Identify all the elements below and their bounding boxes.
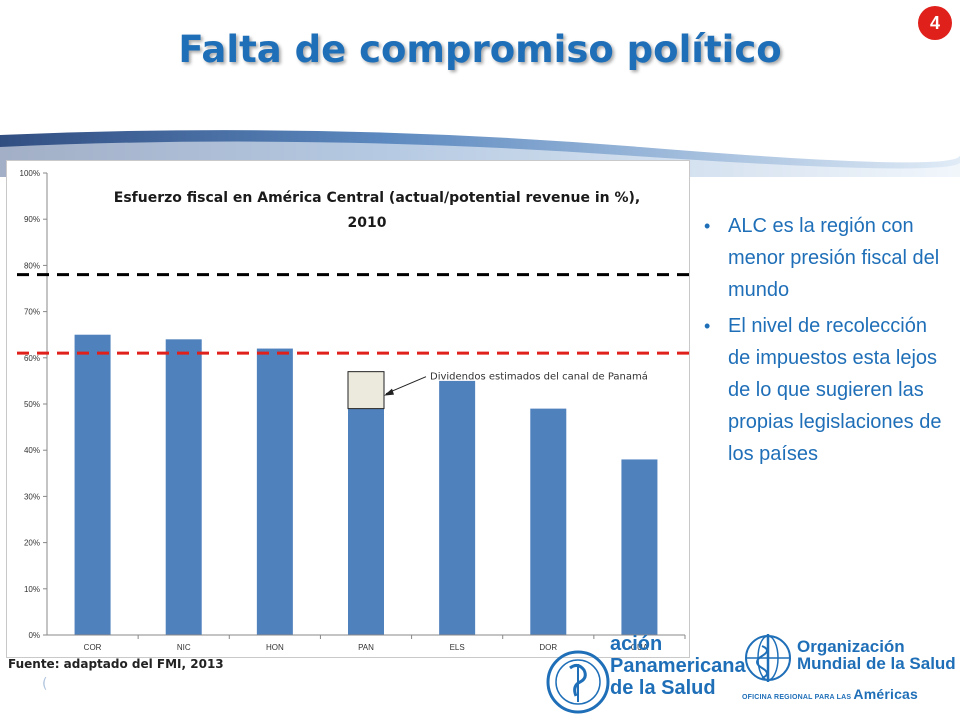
paho-line: ación bbox=[610, 633, 663, 655]
bullet-item: ALC es la región con menor presión fisca… bbox=[700, 210, 950, 306]
bar bbox=[348, 408, 384, 635]
x-tick-label: GUA bbox=[631, 643, 649, 652]
y-tick-label: 100% bbox=[20, 169, 40, 178]
y-tick-label: 50% bbox=[24, 400, 40, 409]
x-tick-label: ELS bbox=[450, 643, 465, 652]
who-region-label: Américas bbox=[853, 686, 919, 702]
y-tick-label: 60% bbox=[24, 354, 40, 363]
y-tick-label: 20% bbox=[24, 539, 40, 548]
y-tick-label: 80% bbox=[24, 261, 40, 270]
slide-title: Falta de compromiso político bbox=[178, 28, 782, 71]
x-tick-label: COR bbox=[84, 643, 102, 652]
chart-title-line2: 2010 bbox=[348, 215, 387, 231]
chart-title-line1: Esfuerzo fiscal en América Central (actu… bbox=[114, 190, 640, 206]
bullet-item: El nivel de recolección de impuestos est… bbox=[700, 310, 950, 470]
bar bbox=[165, 339, 202, 635]
x-axis: COR NIC HON PAN ELS DOR GUA bbox=[47, 634, 686, 652]
paho-line: de la Salud bbox=[610, 677, 716, 699]
paho-emblem-icon bbox=[546, 650, 610, 714]
paho-line: Panamericana bbox=[610, 655, 746, 677]
who-office-label: OFICINA REGIONAL PARA LAS bbox=[742, 694, 852, 701]
who-line: Organización bbox=[797, 637, 905, 656]
y-tick-label: 90% bbox=[24, 215, 40, 224]
y-tick-label: 30% bbox=[24, 492, 40, 501]
y-tick-label: 70% bbox=[24, 308, 40, 317]
x-tick-label: PAN bbox=[358, 643, 374, 652]
who-emblem-icon bbox=[745, 634, 791, 682]
fiscal-effort-chart: Esfuerzo fiscal en América Central (actu… bbox=[17, 169, 691, 652]
y-tick-label: 0% bbox=[28, 631, 40, 640]
paho-logo-text: ación Panamericana de la Salud bbox=[610, 633, 746, 699]
bar bbox=[439, 380, 476, 635]
source-note: Fuente: adaptado del FMI, 2013 bbox=[8, 657, 224, 671]
bar bbox=[256, 348, 293, 635]
bar bbox=[621, 459, 658, 635]
slide-number-badge: 4 bbox=[918, 6, 952, 40]
bar bbox=[530, 408, 567, 635]
who-logo-text: Organización Mundial de la Salud bbox=[797, 638, 956, 672]
who-subtitle: OFICINA REGIONAL PARA LAS Américas bbox=[742, 686, 918, 702]
x-tick-label: NIC bbox=[177, 643, 191, 652]
who-line: Mundial de la Salud bbox=[797, 654, 956, 673]
bar bbox=[74, 334, 111, 635]
footer-mark: ( bbox=[42, 676, 48, 692]
annotation: Dividendos estimados del canal de Panamá bbox=[347, 371, 648, 410]
reference-lines bbox=[17, 273, 691, 355]
canal-dividend-box bbox=[347, 371, 385, 410]
y-axis: 0% 10% 20% 30% 40% 50% 60% 70% 80% 90% 100% bbox=[20, 169, 48, 640]
annotation-arrowhead bbox=[384, 388, 394, 396]
x-tick-label: HON bbox=[266, 643, 284, 652]
chart-panel: Esfuerzo fiscal en América Central (actu… bbox=[6, 160, 691, 658]
y-tick-label: 40% bbox=[24, 446, 40, 455]
y-tick-label: 10% bbox=[24, 585, 40, 594]
bullet-list: ALC es la región con menor presión fisca… bbox=[700, 210, 950, 474]
bars bbox=[74, 334, 658, 635]
x-tick-label: DOR bbox=[539, 643, 557, 652]
annotation-label: Dividendos estimados del canal de Panamá bbox=[430, 371, 648, 383]
